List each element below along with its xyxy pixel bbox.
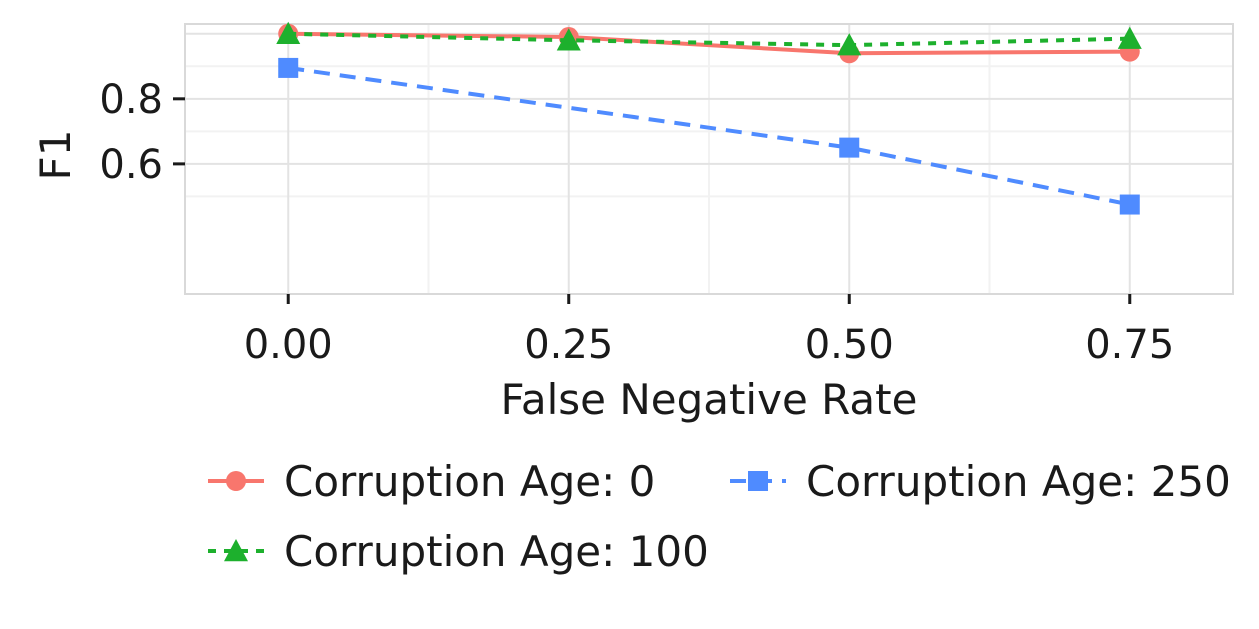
data-point <box>837 33 862 56</box>
legend-item: Corruption Age: 0 <box>208 457 655 506</box>
y-tick-label: 0.8 <box>99 77 163 123</box>
x-tick-label: 0.50 <box>805 322 894 368</box>
axes: 0.00 0.25 0.50 0.75 0.6 0.8 <box>99 77 1174 368</box>
data-point <box>556 28 581 51</box>
legend-label: Corruption Age: 250 <box>806 457 1231 506</box>
y-tick-label: 0.6 <box>99 142 163 188</box>
series-line <box>288 31 1130 48</box>
legend: Corruption Age: 0 Corruption Age: 250 Corr… <box>208 457 1231 576</box>
series-layer <box>276 21 1142 215</box>
legend-marker <box>226 471 246 491</box>
legend-marker <box>748 471 768 491</box>
legend-marker <box>224 539 248 562</box>
series-1 <box>276 21 1142 56</box>
legend-label: Corruption Age: 0 <box>284 457 655 506</box>
plot-panel-border <box>184 23 1234 295</box>
legend-item: Corruption Age: 250 <box>730 457 1231 506</box>
grid <box>185 24 1233 294</box>
legend-label: Corruption Age: 100 <box>284 527 709 576</box>
series-2 <box>278 57 1140 215</box>
data-point <box>839 137 860 158</box>
data-point <box>1117 26 1142 49</box>
data-point <box>1119 194 1140 215</box>
y-axis-title: F1 <box>31 130 80 181</box>
x-tick-label: 0.75 <box>1085 322 1174 368</box>
x-tick-label: 0.00 <box>244 322 333 368</box>
data-point <box>276 21 301 44</box>
x-tick-label: 0.25 <box>524 322 613 368</box>
x-axis-title: False Negative Rate <box>501 375 918 424</box>
data-point <box>278 57 299 78</box>
series-line <box>287 65 1131 207</box>
legend-item: Corruption Age: 100 <box>208 527 709 576</box>
series-line <box>288 31 1130 56</box>
